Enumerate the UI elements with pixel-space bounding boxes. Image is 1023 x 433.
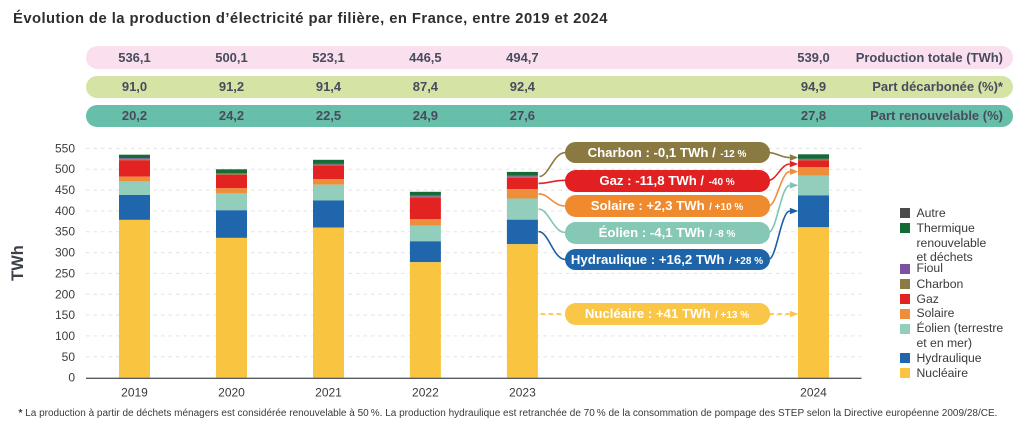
svg-text:2023: 2023: [509, 386, 536, 400]
svg-text:450: 450: [55, 183, 75, 197]
svg-text:250: 250: [55, 266, 75, 280]
svg-text:2020: 2020: [218, 386, 245, 400]
svg-text:2024: 2024: [800, 386, 827, 400]
svg-text:50: 50: [62, 350, 76, 364]
svg-text:200: 200: [55, 287, 75, 301]
svg-text:550: 550: [55, 141, 75, 155]
svg-text:400: 400: [55, 204, 75, 218]
svg-text:350: 350: [55, 225, 75, 239]
svg-text:100: 100: [55, 329, 75, 343]
svg-text:500: 500: [55, 162, 75, 176]
svg-text:2021: 2021: [315, 386, 342, 400]
svg-text:150: 150: [55, 308, 75, 322]
svg-text:0: 0: [68, 371, 75, 385]
svg-text:TWh: TWh: [9, 245, 27, 281]
svg-text:2019: 2019: [121, 386, 148, 400]
svg-text:300: 300: [55, 246, 75, 260]
svg-text:2022: 2022: [412, 386, 439, 400]
